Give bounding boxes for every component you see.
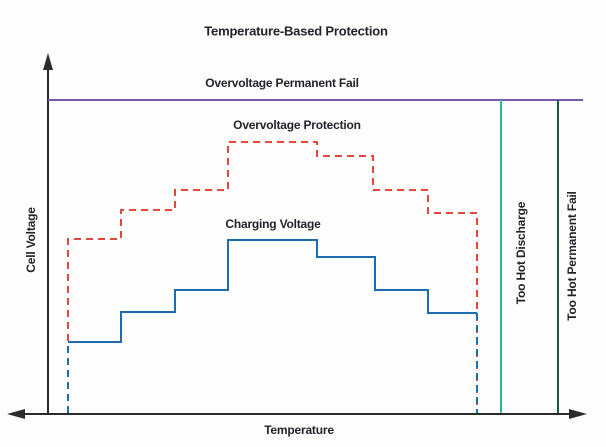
overvoltage-protection-label: Overvoltage Protection bbox=[233, 118, 361, 132]
y-axis-up-arrow-icon bbox=[43, 53, 53, 70]
too-hot-discharge-label: Too Hot Discharge bbox=[514, 201, 528, 305]
x-axis-left-arrow-icon bbox=[7, 409, 25, 419]
x-axis-label: Temperature bbox=[264, 423, 334, 437]
series-layer bbox=[48, 99, 583, 413]
chart-title: Temperature-Based Protection bbox=[204, 23, 388, 39]
too-hot-permanent-fail-label: Too Hot Permanent Fail bbox=[565, 191, 579, 321]
charging-voltage-label: Charging Voltage bbox=[225, 217, 321, 231]
axes bbox=[20, 66, 574, 415]
overvoltage-permanent-fail-label: Overvoltage Permanent Fail bbox=[205, 76, 359, 90]
x-axis-right-arrow-icon bbox=[569, 409, 587, 419]
y-axis-label: Cell Voltage bbox=[24, 207, 38, 273]
axis-arrowheads bbox=[7, 53, 587, 419]
overvoltage-protection-line bbox=[67, 141, 478, 413]
charging-voltage-line bbox=[68, 239, 477, 343]
